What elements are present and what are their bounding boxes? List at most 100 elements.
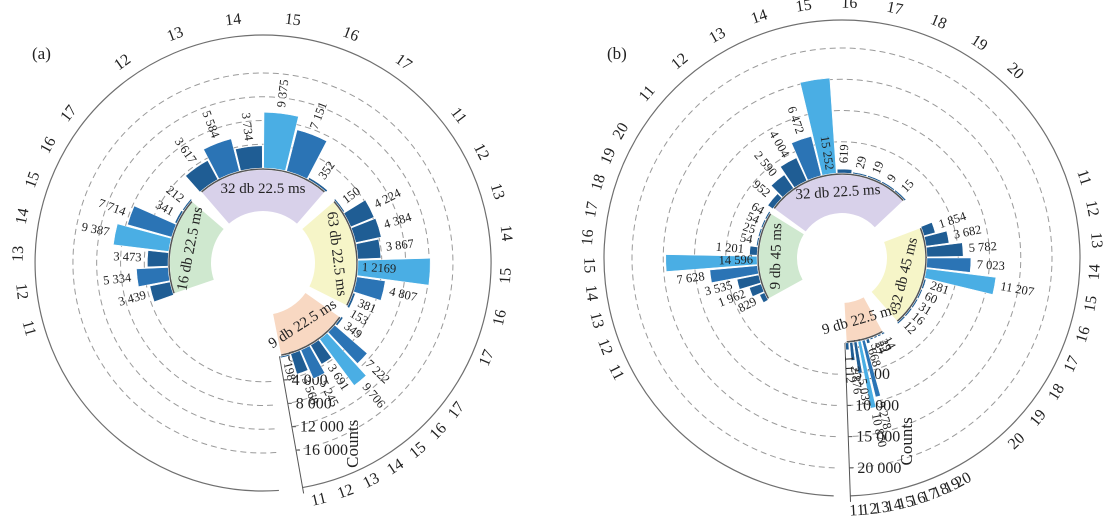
bar [757, 228, 763, 238]
bar [665, 254, 758, 272]
bar-value-label: 29 [876, 337, 894, 354]
category-label: 16 [340, 24, 361, 46]
bar-value-label: 24 [872, 339, 890, 357]
category-label: 16 [579, 229, 597, 246]
bar [709, 265, 759, 283]
category-label: 18 [928, 11, 949, 33]
bar [307, 177, 328, 193]
category-label: 16 [37, 134, 60, 156]
bar [113, 223, 172, 252]
bar [185, 160, 219, 193]
grid-circle [662, 78, 1022, 438]
bar-value-label: 952 [750, 177, 773, 200]
bar-value-label: 54 [739, 230, 755, 246]
bar-value-label: 3 473 [113, 249, 142, 264]
category-label: 12 [1082, 199, 1102, 218]
category-label: 17 [392, 51, 415, 74]
bar [351, 218, 382, 243]
category-label: 20 [952, 469, 974, 492]
bar [896, 315, 906, 325]
bar [791, 136, 822, 181]
bar [343, 199, 375, 228]
category-label: 16 [490, 308, 510, 327]
category-label: 15 [406, 439, 429, 462]
bar-value-label: 5 584 [199, 109, 222, 141]
radial-tick-label: 8 000 [296, 395, 332, 412]
bar [857, 340, 877, 409]
category-label: 14 [13, 207, 33, 226]
category-label: 15 [22, 169, 43, 190]
panel-b-label: (b) [607, 44, 627, 63]
category-label: 14 [384, 455, 407, 478]
bar [749, 283, 765, 297]
bar-value-label: 4 384 [382, 210, 414, 232]
bar [749, 245, 758, 256]
group-baseline [168, 201, 193, 294]
radial-tick-label: 12 000 [300, 419, 344, 436]
category-label: 13 [872, 498, 890, 517]
bar [147, 250, 169, 268]
category-label: 17 [1061, 353, 1083, 375]
bar [136, 267, 170, 287]
bar-value-label: 352 [315, 159, 337, 182]
category-label: 12 [335, 481, 356, 502]
group-baseline [757, 213, 772, 299]
bar [881, 331, 886, 335]
bar [319, 332, 367, 386]
category-label: 11 [605, 362, 627, 383]
bar [203, 138, 240, 180]
bar [920, 222, 936, 237]
category-label: 13 [487, 181, 508, 201]
category-label: 17 [885, 0, 904, 19]
bar [926, 242, 964, 258]
bar [881, 181, 895, 191]
category-label: 14 [224, 11, 242, 30]
category-label: 14 [884, 496, 903, 516]
bar [904, 307, 913, 317]
category-label: 12 [594, 336, 616, 357]
category-label: 12 [668, 50, 691, 73]
radial-axis-title: Counts [897, 417, 916, 465]
category-label: 11 [309, 490, 328, 510]
category-label: 11 [636, 82, 659, 105]
bar-value-label: 3 682 [952, 222, 982, 241]
bar-value-label: 7 714 [96, 196, 128, 219]
bar [764, 211, 771, 220]
category-label: 19 [941, 475, 963, 497]
bar-value-label: 7 151 [307, 100, 330, 131]
category-label: 15 [580, 257, 597, 273]
bar [327, 324, 368, 364]
group-baseline [281, 316, 341, 356]
category-label: 17 [919, 485, 940, 506]
bar [767, 193, 783, 210]
bar [873, 335, 878, 339]
bar-value-label: 1 2169 [362, 260, 397, 276]
radial-tick-label: 15 000 [856, 429, 900, 446]
bar [235, 145, 263, 171]
bar [335, 316, 344, 326]
bar-value-label: 381 [356, 296, 379, 316]
group-sector [302, 202, 356, 305]
bar-value-label: 9 278 [874, 400, 895, 431]
bar-value-label: 19 [869, 159, 887, 176]
bar [865, 338, 871, 344]
bar-value-label: 54 [744, 209, 762, 227]
group-baseline [773, 173, 904, 209]
category-label: 14 [1086, 264, 1104, 281]
outer-ring [603, 19, 1081, 497]
bar [916, 288, 923, 299]
grid-circle [96, 96, 430, 430]
bar-value-label: 619 [837, 144, 852, 163]
category-label: 15 [497, 267, 515, 284]
bar [310, 339, 332, 365]
bar-value-label: 25 [741, 220, 757, 237]
bar [780, 157, 808, 188]
category-label: 14 [582, 284, 601, 302]
bar-value-label: 11 207 [999, 279, 1035, 299]
bar-value-label: 9 375 [274, 79, 291, 109]
category-label: 20 [1004, 60, 1027, 83]
bar [894, 189, 907, 202]
bar [911, 298, 919, 309]
bar [127, 205, 177, 238]
